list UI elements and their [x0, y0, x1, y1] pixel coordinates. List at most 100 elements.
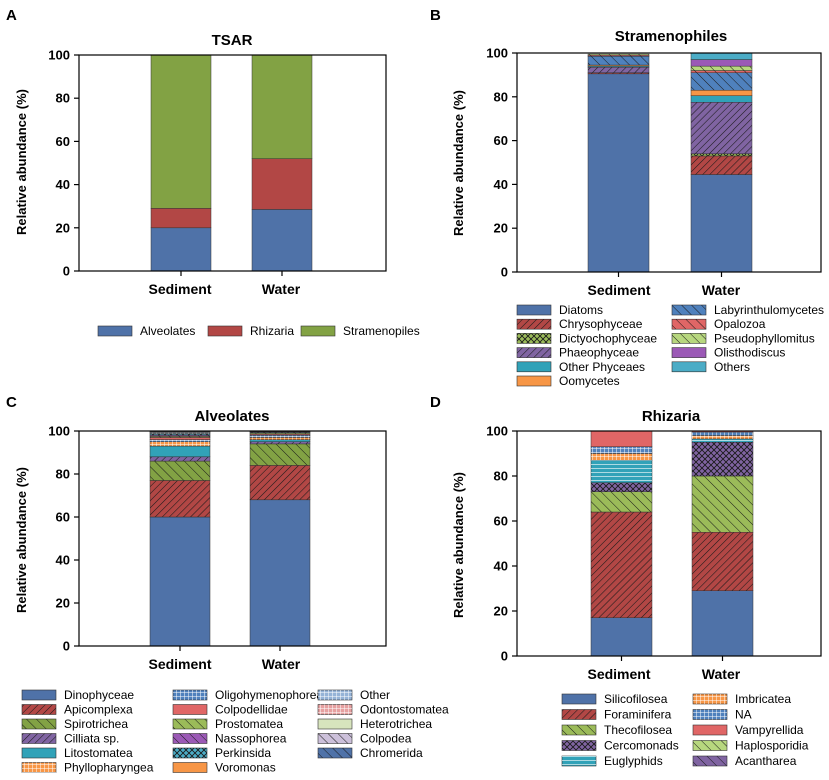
legend-swatch — [561, 740, 597, 751]
legend-label: Oligohymenophorea — [215, 688, 323, 702]
legend: DiatomsChrysophyceaeDictyochophyceaePhae… — [516, 303, 824, 388]
legend-swatch — [516, 333, 552, 344]
bar-segment-water-opalozoa — [690, 70, 753, 73]
legend-item-olisthodiscus: Olisthodiscus — [671, 346, 785, 360]
y-tick-label: 20 — [494, 604, 508, 619]
legend-item-apicomplexa: Apicomplexa — [21, 703, 133, 717]
y-tick-label: 100 — [48, 424, 70, 439]
bars — [590, 430, 754, 657]
bar-segment-sediment-alveolates — [150, 227, 212, 272]
legend-swatch — [21, 762, 57, 773]
legend-swatch — [671, 347, 707, 358]
legend-swatch — [317, 689, 353, 701]
legend-item-oomycetes: Oomycetes — [516, 374, 620, 388]
legend-item-colpodellidae: Colpodellidae — [172, 703, 288, 717]
category-label-water: Water — [702, 282, 741, 298]
legend-swatch — [671, 361, 707, 373]
axis-ticks: 0 20 40 60 80 100 — [486, 46, 723, 280]
bar-segment-water-na — [691, 431, 754, 436]
legend-label: Colpodellidae — [215, 703, 288, 717]
bar-segment-sediment-cilliata-sp — [149, 456, 211, 462]
legend-label: Olisthodiscus — [714, 346, 785, 360]
y-tick-label: 20 — [494, 221, 508, 236]
y-tick-label: 40 — [56, 177, 70, 192]
legend-item-chromerida: Chromerida — [317, 746, 423, 760]
panel-letter-a: A — [6, 7, 17, 24]
legend-item-phaeophyceae: Phaeophyceae — [516, 346, 639, 360]
y-tick-label: 80 — [56, 467, 70, 482]
bar-segment-sediment-imbricatea — [590, 453, 653, 461]
category-label-sediment: Sediment — [148, 656, 211, 672]
legend-swatch — [516, 304, 552, 316]
legend-label: Pseudophyllomitus — [714, 331, 815, 345]
bar-segment-water-stramenopiles — [251, 54, 313, 159]
y-tick-label: 40 — [494, 177, 508, 192]
legend-item-silicofilosea: Silicofilosea — [561, 692, 668, 706]
legend-label: Haplosporidia — [735, 739, 809, 753]
legend-item-haplosporidia: Haplosporidia — [692, 739, 809, 753]
legend-swatch — [516, 347, 552, 358]
legend: Alveolates Rhizaria Stramenopiles — [97, 324, 420, 338]
category-label-water: Water — [262, 281, 301, 297]
bar-segment-water-chrysophyceae — [690, 155, 753, 175]
legend-label: Apicomplexa — [64, 703, 133, 717]
legend-item-others: Others — [671, 360, 750, 374]
bar-segment-water-euglyphids — [691, 438, 754, 443]
y-axis-label: Relative abundance (%) — [451, 472, 466, 618]
category-label-sediment: Sediment — [587, 282, 650, 298]
y-axis-label: Relative abundance (%) — [14, 89, 29, 235]
legend-item-spirotrichea: Spirotrichea — [21, 717, 128, 731]
y-tick-label: 100 — [486, 424, 508, 439]
legend-swatch — [671, 318, 707, 330]
panel-a: A TSAR Relative abundance (%) 0 20 40 60 80 1… — [6, 7, 420, 338]
legend-label: Other Phyceaes — [559, 360, 645, 374]
bars — [150, 54, 313, 272]
y-tick-label: 100 — [48, 48, 70, 63]
legend-swatch — [671, 333, 707, 344]
bar-segment-water-thecofilosea — [691, 475, 754, 533]
legend-swatch — [561, 693, 597, 705]
bar-segment-water-labyrinthulomycetes — [690, 72, 753, 91]
legend-item-other: Other — [317, 688, 390, 702]
legend-item-vampyrellida: Vampyrellida — [692, 723, 804, 737]
bar-segment-water-alveolates — [251, 209, 313, 272]
y-axis-label: Relative abundance (%) — [14, 467, 29, 613]
bar-segment-sediment-litostomatea — [149, 445, 211, 458]
legend-label: Phyllopharyngea — [64, 761, 154, 775]
bar-segment-water-pseudophyllomitus — [690, 65, 753, 71]
bar-segment-sediment-stramenopiles — [150, 54, 212, 209]
legend-label: Colpodea — [360, 732, 412, 746]
legend-item-imbricatea: Imbricatea — [692, 692, 791, 706]
bar-segment-sediment-dinophyceae — [149, 516, 211, 647]
legend-swatch — [516, 375, 552, 387]
legend-swatch — [300, 325, 336, 337]
legend-item-foraminifera: Foraminifera — [561, 708, 672, 722]
bar-segment-water-apicomplexa — [249, 465, 311, 501]
legend-swatch — [317, 747, 353, 759]
legend-swatch — [671, 304, 707, 316]
y-tick-label: 40 — [494, 559, 508, 574]
legend-label: Alveolates — [140, 324, 195, 338]
legend-item-prostomatea: Prostomatea — [172, 717, 283, 731]
legend-label: Opalozoa — [714, 317, 766, 331]
legend-item-na: NA — [692, 708, 752, 722]
bar-segment-sediment-silicofilosea — [590, 617, 653, 657]
bar-segment-water-foraminifera — [691, 532, 754, 591]
legend-swatch — [692, 693, 728, 705]
legend-item-acantharea: Acantharea — [692, 754, 797, 768]
legend-swatch — [172, 733, 208, 744]
legend-swatch — [21, 733, 57, 744]
axis-ticks: 0 20 40 60 80 100 — [48, 424, 281, 654]
legend-swatch — [516, 361, 552, 373]
bar-segment-sediment-euglyphids — [590, 460, 653, 483]
legend-label: Nassophorea — [215, 732, 287, 746]
bar-segment-sediment-apicomplexa — [149, 480, 211, 518]
legend-label: Vampyrellida — [735, 723, 804, 737]
plot-frame — [78, 430, 387, 647]
legend-label: Dictyochophyceae — [559, 331, 657, 345]
legend-label: Heterotrichea — [360, 717, 432, 731]
legend-item-cilliata-sp: Cilliata sp. — [21, 732, 119, 746]
category-label-sediment: Sediment — [148, 281, 211, 297]
plot-frame — [78, 54, 387, 272]
